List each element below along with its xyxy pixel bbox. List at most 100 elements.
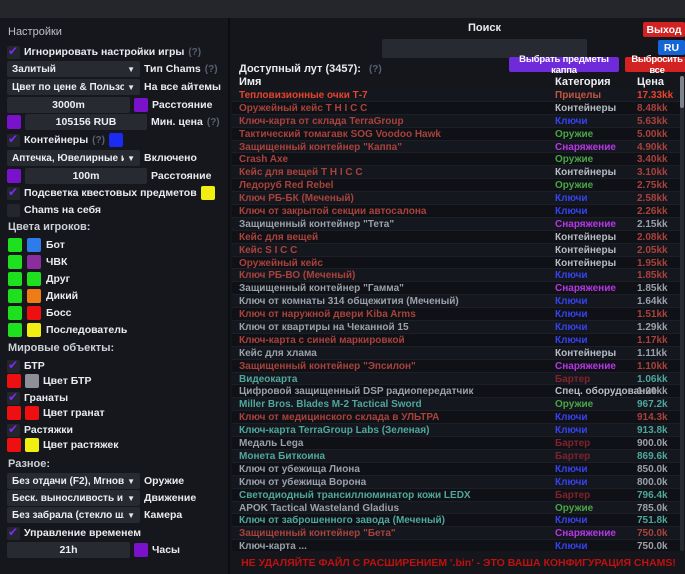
item-price: 751.8k — [637, 515, 668, 527]
drop-all-button[interactable]: Выбросить все — [625, 54, 685, 76]
checkbox-containers[interactable] — [7, 132, 20, 147]
table-row[interactable]: Crash Axe Оружие 3.40kk — [232, 153, 681, 167]
btr-color-swatch-1[interactable] — [7, 374, 21, 388]
item-price: 2.58kk — [637, 193, 668, 205]
table-row[interactable]: Монета Биткоина Бартер 869.6k — [232, 449, 681, 463]
checkbox-tripwires[interactable] — [7, 422, 20, 437]
btr-color-swatch-2[interactable] — [25, 374, 39, 388]
table-row[interactable]: Оружейный кейс Контейнеры 1.95kk — [232, 257, 681, 270]
checkbox-quest-highlight[interactable] — [7, 185, 20, 200]
player-color-swatch-primary[interactable] — [8, 254, 22, 269]
weapon-dropdown[interactable]: Без отдачи (F2), Мгновенное п — [7, 473, 140, 489]
table-row[interactable]: Защищенный контейнер "Бета" Снаряжение 7… — [232, 527, 681, 541]
table-row[interactable]: Кейс для хлама Контейнеры 1.11kk — [232, 346, 681, 360]
item-category: Ключи — [555, 296, 588, 308]
table-row[interactable]: Ключ от закрытой секции автосалона Ключи… — [232, 205, 681, 218]
table-row[interactable]: Ключ-карта от склада TerraGroup Ключи 5.… — [232, 114, 681, 128]
distance-color-swatch[interactable] — [134, 98, 148, 112]
table-row[interactable]: Кейс для вещей T H I C C Контейнеры 3.10… — [232, 166, 681, 180]
table-row[interactable]: APOK Tactical Wasteland Gladius Оружие 7… — [232, 501, 681, 515]
table-row[interactable]: Светодиодный трансиллюминатор кожи LEDX … — [232, 489, 681, 502]
min-price-input[interactable]: 105156 RUB — [25, 114, 147, 130]
player-color-swatch-secondary[interactable] — [27, 322, 41, 337]
hours-color-swatch[interactable] — [134, 543, 148, 557]
row-hours: 21h Часы — [7, 542, 180, 558]
table-row[interactable]: Защищенный контейнер "Эпсилон" Снаряжени… — [232, 360, 681, 373]
grenade-color-swatch-2[interactable] — [25, 406, 39, 420]
distance2-color-swatch[interactable] — [7, 169, 21, 183]
table-row[interactable]: Оружейный кейс T H I C C Контейнеры 8.48… — [232, 102, 681, 115]
table-row[interactable]: Ключ от заброшенного завода (Меченый) Кл… — [232, 514, 681, 528]
language-button[interactable]: RU — [658, 40, 685, 55]
player-color-swatch-secondary[interactable] — [27, 305, 41, 320]
table-row[interactable]: Тактический томагавк SOG Voodoo Hawk Ору… — [232, 128, 681, 141]
player-color-swatch-primary[interactable] — [8, 271, 22, 286]
checkbox-self-chams[interactable] — [7, 203, 20, 217]
hours-input[interactable]: 21h — [7, 542, 130, 558]
table-row[interactable]: Видеокарта Бартер 1.06kk — [232, 372, 681, 386]
checkbox-time-control[interactable] — [7, 525, 20, 540]
table-row[interactable]: Ключ от комнаты 314 общежития (Меченый) … — [232, 295, 681, 309]
item-name: Ключ от медицинского склада в УЛЬТРА — [239, 412, 440, 424]
all-items-dropdown[interactable]: Цвет по цене & Пользователь — [7, 79, 140, 95]
checkbox-btr[interactable] — [7, 358, 20, 373]
table-row[interactable]: Ключ РБ-ВО (Меченый) Ключи 1.85kk — [232, 269, 681, 283]
item-price: 967.2k — [637, 399, 668, 411]
table-row[interactable]: Ключ от наружной двери Kiba Arms Ключи 1… — [232, 308, 681, 322]
grenade-color-swatch-1[interactable] — [7, 406, 21, 420]
row-self-chams: Chams на себя — [7, 202, 101, 218]
search-input[interactable] — [382, 39, 587, 58]
table-row[interactable]: Ключ-карта с синей маркировкой Ключи 1.1… — [232, 334, 681, 347]
quest-color-swatch[interactable] — [200, 186, 215, 200]
table-row[interactable]: Ледоруб Red Rebel Оружие 2.75kk — [232, 179, 681, 193]
table-row[interactable]: Miller Bros. Blades M-2 Tactical Sword О… — [232, 398, 681, 412]
checkbox-grenades[interactable] — [7, 390, 20, 405]
movement-dropdown[interactable]: Беск. выносливость и нет уста — [7, 490, 140, 506]
item-category: Ключи — [555, 334, 588, 346]
table-row[interactable]: Ключ от квартиры на Чеканной 15 Ключи 1.… — [232, 321, 681, 334]
player-color-swatch-primary[interactable] — [8, 305, 22, 320]
player-color-swatch-secondary[interactable] — [27, 237, 41, 252]
table-row[interactable]: Цифровой защищенный DSP радиопередатчик … — [232, 385, 681, 399]
camera-dropdown[interactable]: Без забрала (стекло шлема) — [7, 507, 140, 523]
item-name: Ледоруб Red Rebel — [239, 180, 334, 192]
table-row[interactable]: Кейс для вещей Контейнеры 2.08kk — [232, 231, 681, 244]
item-price: 1.00kk — [637, 386, 668, 398]
table-row[interactable]: Кейс S I C C Контейнеры 2.05kk — [232, 243, 681, 257]
player-color-swatch-primary[interactable] — [8, 322, 22, 337]
table-scrollbar[interactable] — [680, 76, 684, 551]
table-row[interactable]: Ключ от убежища Ворона Ключи 800.0k — [232, 475, 681, 489]
distance-input[interactable]: 3000m — [7, 97, 130, 113]
item-name: Медаль Lega — [239, 438, 304, 450]
table-row[interactable]: Ключ от убежища Лиона Ключи 850.0k — [232, 463, 681, 476]
table-row[interactable]: Ключ от медицинского склада в УЛЬТРА Клю… — [232, 411, 681, 425]
table-row[interactable]: Ключ-карта ... Ключи 750.0k — [232, 540, 681, 551]
checkbox-ignore-game-settings[interactable] — [7, 44, 20, 59]
min-price-color-swatch[interactable] — [7, 115, 21, 129]
tripwire-color-swatch-2[interactable] — [25, 438, 39, 452]
player-color-swatch-primary[interactable] — [8, 237, 22, 252]
table-row[interactable]: Тепловизионные очки Т-7 Прицелы 17.33kk — [232, 89, 681, 102]
table-row[interactable]: Защищенный контейнер "Тета" Снаряжение 2… — [232, 217, 681, 231]
item-category: Оружие — [555, 399, 594, 411]
table-row[interactable]: Защищенный контейнер "Каппа" Снаряжение … — [232, 140, 681, 154]
player-color-swatch-secondary[interactable] — [27, 254, 41, 269]
exit-button[interactable]: Выход — [643, 22, 685, 37]
table-row[interactable]: Ключ РБ-БК (Меченый) Ключи 2.58kk — [232, 192, 681, 206]
containers-color-swatch[interactable] — [108, 133, 123, 147]
containers-label: Контейнеры — [24, 134, 89, 146]
table-row[interactable]: Медаль Lega Бартер 900.0k — [232, 437, 681, 450]
table-row[interactable]: Защищенный контейнер "Гамма" Снаряжение … — [232, 282, 681, 296]
player-color-swatch-secondary[interactable] — [27, 288, 41, 303]
enabled-categories-dropdown[interactable]: Аптечка, Ювелирные и... — [7, 150, 140, 166]
select-kappa-items-button[interactable]: Выбрать предметы каппа — [509, 54, 619, 76]
tripwire-color-swatch-1[interactable] — [7, 438, 21, 452]
table-row[interactable]: Ключ-карта TerraGroup Labs (Зеленая) Клю… — [232, 424, 681, 438]
item-price: 4.90kk — [637, 141, 668, 153]
chams-type-dropdown[interactable]: Залитый — [7, 61, 140, 77]
player-color-swatch-primary[interactable] — [8, 288, 22, 303]
player-color-swatch-secondary[interactable] — [27, 271, 41, 286]
distance2-input[interactable]: 100m — [25, 168, 147, 184]
scrollbar-thumb[interactable] — [680, 76, 684, 108]
loot-panel: Поиск Выход RU Доступный лут (3457): (?) … — [228, 18, 685, 574]
